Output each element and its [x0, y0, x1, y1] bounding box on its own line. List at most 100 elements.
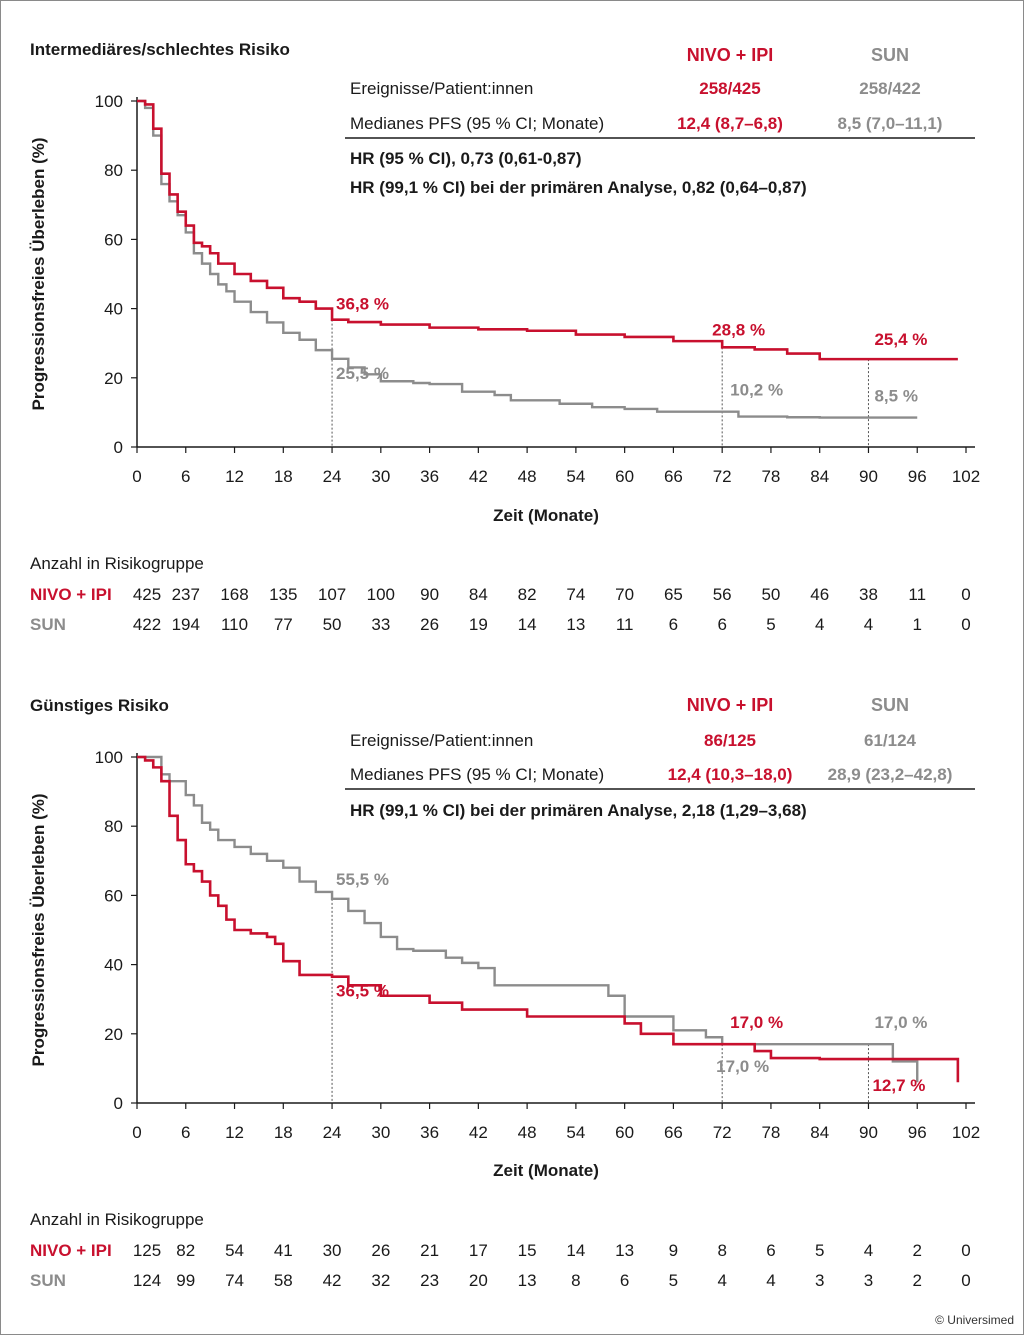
panel1-table-value-nivo: 12,4 (8,7–6,8) — [677, 114, 783, 133]
panel2-x-tick-label: 30 — [371, 1123, 390, 1142]
panel2-risk-count: 58 — [274, 1271, 293, 1290]
panel2-risk-count: 15 — [518, 1241, 537, 1260]
panel1-risk-count: 65 — [664, 585, 683, 604]
panel2-y-tick-label: 80 — [104, 817, 123, 836]
panel1-x-tick-label: 72 — [713, 467, 732, 486]
panel1-x-tick-label: 102 — [952, 467, 980, 486]
panel2-x-tick-label: 96 — [908, 1123, 927, 1142]
panel1-risk-count: 110 — [221, 615, 248, 634]
panel2-risk-count: 42 — [323, 1271, 342, 1290]
panel1-y-tick-label: 100 — [95, 92, 123, 111]
panel1-x-tick-label: 48 — [518, 467, 537, 486]
panel1-risk-count: 6 — [669, 615, 678, 634]
panel2-annotation-label: 17,0 % — [730, 1013, 783, 1032]
panel1-risk-title: Anzahl in Risikogruppe — [30, 554, 204, 573]
panel1-table-row-label: Medianes PFS (95 % CI; Monate) — [350, 114, 604, 133]
panel2-risk-count: 99 — [176, 1271, 195, 1290]
panel1-risk-count: 14 — [518, 615, 537, 634]
panel1-table-value-nivo: 258/425 — [699, 79, 760, 98]
panel2-x-tick-label: 72 — [713, 1123, 732, 1142]
panel1-x-axis-label: Zeit (Monate) — [493, 506, 599, 525]
panel2-risk-count: 2 — [913, 1241, 922, 1260]
panel1-x-tick-label: 96 — [908, 467, 927, 486]
panel1-x-tick-label: 30 — [371, 467, 390, 486]
panel2-table-row-label: Medianes PFS (95 % CI; Monate) — [350, 765, 604, 784]
panel2-y-tick-label: 100 — [95, 748, 123, 767]
panel2-risk-count: 14 — [566, 1241, 585, 1260]
panel2-x-tick-label: 36 — [420, 1123, 439, 1142]
panel2-risk-count: 74 — [225, 1271, 244, 1290]
panel2-y-tick-label: 40 — [104, 956, 123, 975]
panel1-hr-note: HR (99,1 % CI) bei der primären Analyse,… — [350, 178, 807, 197]
panel2-title: Günstiges Risiko — [30, 696, 169, 715]
panel2-y-tick-label: 20 — [104, 1025, 123, 1044]
panel2-x-tick-label: 6 — [181, 1123, 190, 1142]
panel1-risk-row-label-nivo: NIVO + IPI — [30, 585, 112, 604]
panel1-risk-count: 13 — [566, 615, 585, 634]
panel1-x-tick-label: 0 — [132, 467, 141, 486]
panel2-risk-count: 3 — [864, 1271, 873, 1290]
panel1-risk-count: 422 — [133, 615, 161, 634]
panel2-x-tick-label: 0 — [132, 1123, 141, 1142]
panel2-x-tick-label: 54 — [566, 1123, 585, 1142]
panel2-risk-count: 4 — [766, 1271, 775, 1290]
panel1-table-row-label: Ereignisse/Patient:innen — [350, 79, 533, 98]
panel1-risk-count: 5 — [766, 615, 775, 634]
panel2-risk-count: 9 — [669, 1241, 678, 1260]
panel1-risk-count: 194 — [172, 615, 200, 634]
panel1-risk-count: 0 — [961, 615, 970, 634]
panel2-y-tick-label: 60 — [104, 886, 123, 905]
panel1-x-tick-label: 54 — [566, 467, 585, 486]
panel2-risk-count: 17 — [469, 1241, 488, 1260]
panel1-y-tick-label: 60 — [104, 230, 123, 249]
panel2-risk-count: 8 — [717, 1241, 726, 1260]
panel1-annotation-label: 25,4 % — [874, 330, 927, 349]
panel2-table-value-nivo: 12,4 (10,3–18,0) — [668, 765, 793, 784]
panel2-risk-count: 32 — [371, 1271, 390, 1290]
panel1-x-tick-label: 42 — [469, 467, 488, 486]
panel2-x-tick-label: 84 — [810, 1123, 829, 1142]
panel1-x-tick-label: 78 — [761, 467, 780, 486]
panel2-risk-row-label-nivo: NIVO + IPI — [30, 1241, 112, 1260]
panel2-x-tick-label: 102 — [952, 1123, 980, 1142]
panel2-risk-count: 4 — [717, 1271, 726, 1290]
panel1-annotation-label: 36,8 % — [336, 295, 389, 314]
panel1-risk-count: 425 — [133, 585, 161, 604]
panel1-risk-count: 4 — [815, 615, 824, 634]
panel2-x-tick-label: 12 — [225, 1123, 244, 1142]
panel2-risk-count: 13 — [615, 1241, 634, 1260]
panel2-x-tick-label: 78 — [761, 1123, 780, 1142]
panel2-risk-count: 23 — [420, 1271, 439, 1290]
panel2-risk-count: 82 — [176, 1241, 195, 1260]
panel2-x-tick-label: 24 — [323, 1123, 342, 1142]
panel2-risk-count: 20 — [469, 1271, 488, 1290]
panel2-table-value-sun: 61/124 — [864, 731, 917, 750]
panel2-annotation-label: 17,0 % — [716, 1057, 769, 1076]
panel1-y-tick-label: 20 — [104, 369, 123, 388]
panel1-risk-count: 135 — [269, 585, 297, 604]
panel1-risk-count: 56 — [713, 585, 732, 604]
panel1-risk-count: 46 — [810, 585, 829, 604]
panel1-risk-row-label-sun: SUN — [30, 615, 66, 634]
panel1-y-tick-label: 80 — [104, 161, 123, 180]
panel1-risk-count: 70 — [615, 585, 634, 604]
panel1-annotation-label: 8,5 % — [874, 387, 917, 406]
panel1-risk-count: 107 — [318, 585, 346, 604]
panel1-risk-count: 6 — [717, 615, 726, 634]
panel2-risk-count: 124 — [133, 1271, 161, 1290]
panel2-annotation-label: 12,7 % — [872, 1076, 925, 1095]
panel2-x-tick-label: 66 — [664, 1123, 683, 1142]
copyright-note: © Universimed — [935, 1313, 1014, 1327]
panel1-risk-count: 19 — [469, 615, 488, 634]
panel1-y-tick-label: 40 — [104, 300, 123, 319]
panel2-x-tick-label: 60 — [615, 1123, 634, 1142]
panel2-risk-row-label-sun: SUN — [30, 1271, 66, 1290]
panel2-risk-count: 8 — [571, 1271, 580, 1290]
panel1-risk-count: 237 — [172, 585, 200, 604]
panel2-risk-title: Anzahl in Risikogruppe — [30, 1210, 204, 1229]
panel1-nivo-ipi-curve — [137, 99, 958, 361]
panel1-table-header-sun: SUN — [871, 45, 909, 65]
panel1-risk-count: 1 — [913, 615, 922, 634]
panel2-x-axis-label: Zeit (Monate) — [493, 1161, 599, 1180]
